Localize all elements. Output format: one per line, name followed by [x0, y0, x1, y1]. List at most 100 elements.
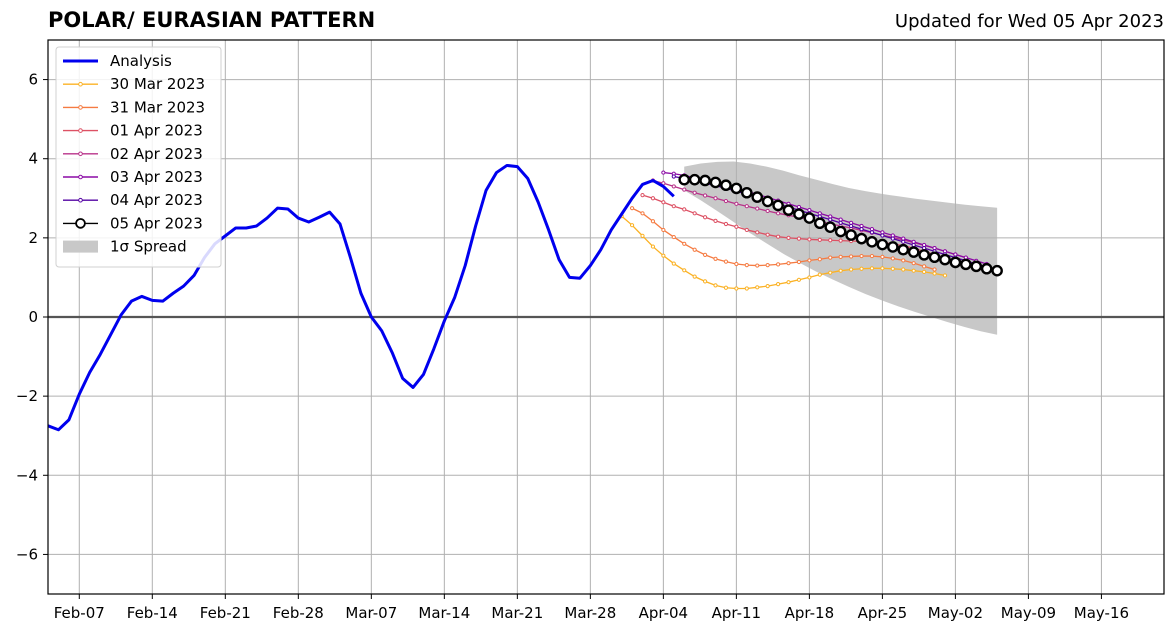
data-point: [671, 174, 676, 179]
x-tick-label: Feb-21: [200, 604, 251, 622]
data-point: [796, 236, 802, 241]
legend-marker: [78, 128, 83, 133]
data-point: [834, 225, 847, 238]
axes-layer: Feb-07 Feb-14 Feb-21 Feb-28 Mar-07 Mar-14 Mar-…: [16, 39, 1165, 622]
data-point: [713, 256, 718, 261]
data-point: [869, 253, 875, 259]
legend-marker: [78, 197, 83, 203]
data-point: [880, 233, 885, 238]
data-point: [629, 223, 635, 228]
data-point: [751, 191, 764, 203]
data-point: [890, 266, 895, 271]
data-point: [734, 201, 739, 206]
data-point: [793, 208, 805, 220]
data-point: [796, 259, 802, 265]
y-tick-label: 6: [28, 71, 38, 89]
data-point: [901, 239, 906, 244]
legend-label: Analysis: [110, 52, 172, 70]
data-point: [928, 251, 941, 264]
data-point: [876, 238, 889, 251]
data-point: [807, 275, 812, 280]
data-point: [713, 218, 718, 223]
analysis-line: [47, 163, 675, 432]
x-tick-label: May-16: [1074, 604, 1129, 622]
data-point: [723, 221, 729, 227]
data-point: [838, 220, 843, 225]
data-point: [682, 241, 687, 246]
data-point: [734, 224, 739, 229]
data-point: [682, 268, 687, 273]
legend-label: 01 Apr 2023: [110, 122, 203, 140]
data-point: [650, 196, 656, 201]
data-point: [845, 229, 857, 241]
data-point: [880, 266, 885, 271]
data-point: [828, 255, 833, 260]
data-point: [838, 254, 843, 259]
data-point: [890, 256, 895, 261]
data-point: [782, 204, 795, 216]
data-point: [723, 285, 729, 290]
data-point: [922, 264, 927, 269]
data-point: [786, 235, 791, 240]
x-tick-label: Mar-28: [564, 604, 616, 622]
data-point: [828, 217, 833, 222]
legend-box: [55, 46, 222, 268]
data-point: [897, 243, 910, 256]
data-point: [866, 236, 878, 248]
chart-title: POLAR/ EURASIAN PATTERN: [48, 8, 376, 32]
data-point: [949, 256, 962, 269]
legend-label: 05 Apr 2023: [110, 214, 203, 232]
data-point: [942, 273, 948, 278]
data-point: [765, 232, 770, 237]
data-point: [702, 215, 708, 220]
data-point: [817, 237, 822, 242]
legend-marker: [78, 81, 83, 87]
data-point: [755, 230, 760, 235]
data-point: [730, 182, 743, 195]
legend-marker: [78, 174, 83, 180]
data-point: [629, 206, 635, 211]
data-point: [796, 277, 802, 282]
legend-marker: [75, 218, 86, 229]
data-point: [713, 196, 718, 201]
data-point: [890, 236, 895, 241]
data-point: [772, 199, 784, 212]
data-point: [640, 193, 645, 198]
legend-label: 1σ Spread: [110, 238, 187, 256]
x-tick-label: Feb-07: [54, 604, 105, 622]
data-point: [650, 244, 656, 249]
data-point: [661, 200, 666, 205]
x-tick-label: Mar-07: [345, 604, 397, 622]
legend-label: 02 Apr 2023: [110, 145, 203, 163]
data-point: [887, 241, 899, 253]
legend-label: 30 Mar 2023: [110, 75, 205, 93]
data-point: [765, 284, 770, 289]
updated-date: Updated for Wed 05 Apr 2023: [894, 11, 1164, 32]
data-point: [960, 258, 972, 271]
data-point: [734, 286, 739, 291]
data-point: [824, 221, 837, 233]
data-point: [859, 227, 864, 232]
legend-label: 03 Apr 2023: [110, 168, 203, 186]
data-point: [901, 267, 906, 272]
data-point: [682, 207, 687, 212]
data-point: [671, 184, 676, 189]
y-tick-label: 0: [28, 308, 38, 326]
data-point: [671, 261, 676, 266]
data-point: [803, 212, 816, 224]
data-point: [723, 259, 729, 264]
legend-label: 31 Mar 2023: [110, 98, 205, 116]
data-point: [838, 238, 843, 243]
data-point: [720, 179, 732, 192]
data-point: [692, 247, 697, 252]
x-tick-label: May-09: [1001, 604, 1056, 622]
spread-band: [684, 161, 998, 335]
legend: Analysis 30 Mar 2023 31 Mar 2023 01 Apr 202…: [55, 46, 222, 268]
data-point: [828, 238, 833, 243]
data-point: [911, 268, 916, 273]
data-point: [859, 253, 864, 259]
data-point: [775, 282, 781, 287]
data-point: [828, 270, 833, 275]
legend-marker: [78, 151, 83, 157]
data-point: [849, 223, 854, 229]
